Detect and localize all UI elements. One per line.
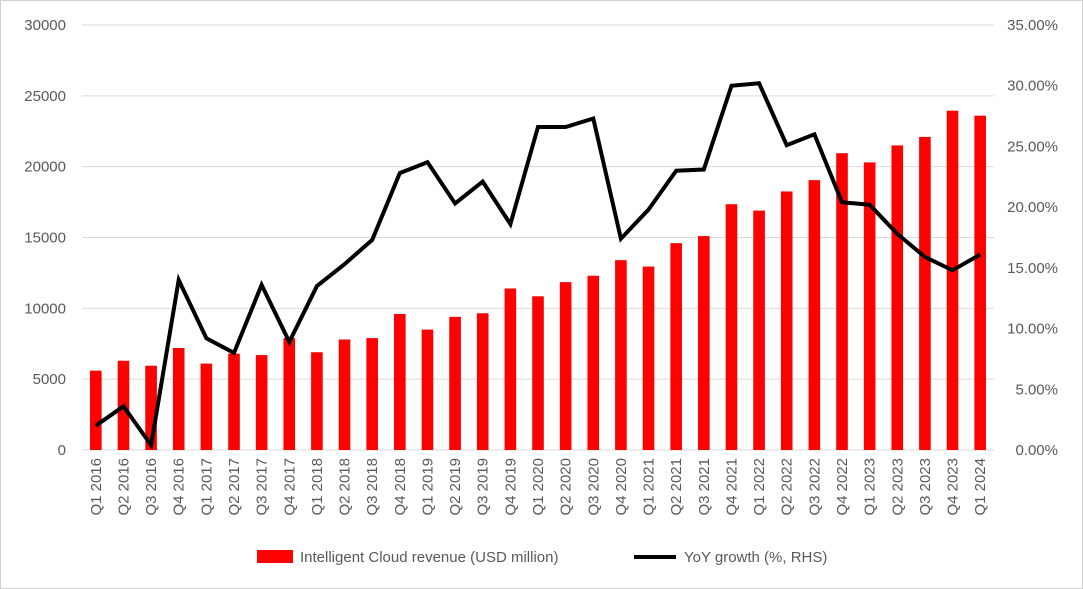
y-left-tick-label: 0 [58,442,66,459]
x-tick-label: Q3 2018 [364,458,381,516]
x-tick-label: Q1 2016 [88,458,105,516]
x-tick-label: Q3 2016 [143,458,160,516]
x-tick-label: Q1 2021 [641,458,658,516]
x-tick-label: Q4 2023 [945,458,962,516]
x-tick-label: Q4 2021 [723,458,740,516]
revenue-bar [366,338,378,450]
x-tick-label: Q4 2017 [281,458,298,516]
revenue-bar [311,352,323,450]
x-tick-label: Q3 2019 [475,458,492,516]
legend-label-growth: YoY growth (%, RHS) [684,549,827,566]
x-tick-label: Q4 2018 [392,458,409,516]
revenue-bar [891,145,904,450]
y-right-tick-label: 10.00% [1007,321,1058,338]
x-tick-label: Q2 2018 [337,458,354,516]
growth-line [94,81,982,451]
x-axis: Q1 2016 Q2 2016 Q3 2016 Q4 2016 Q1 2017 Q2 20… [88,458,989,516]
revenue-bar [615,260,627,450]
x-tick-label: Q1 2023 [862,458,879,516]
y-left-tick-label: 30000 [24,17,66,34]
revenue-bar [836,153,848,451]
x-tick-label: Q2 2021 [668,458,685,516]
revenue-bar [863,162,876,450]
y-right-tick-label: 20.00% [1007,199,1058,216]
revenue-bar [974,115,986,451]
revenue-bar [532,296,544,450]
revenue-bar [449,316,461,450]
line-series [94,81,982,451]
x-tick-label: Q3 2020 [585,458,602,516]
revenue-bar [394,314,406,450]
x-tick-label: Q2 2020 [558,458,575,516]
revenue-bar [283,338,296,450]
x-tick-label: Q2 2016 [115,458,132,516]
x-tick-label: Q4 2022 [834,458,851,516]
legend-swatch-revenue [257,550,293,563]
x-tick-label: Q3 2022 [806,458,823,516]
x-tick-label: Q4 2019 [502,458,519,516]
revenue-bar [919,136,931,450]
x-tick-label: Q2 2017 [226,458,243,516]
revenue-bar [255,355,268,450]
y-left-tick-label: 5000 [33,371,66,388]
x-tick-label: Q1 2022 [751,458,768,516]
y-left-tick-label: 25000 [24,88,66,105]
revenue-bar [753,210,765,450]
y-axis-right: 0.00% 5.00% 10.00% 15.00% 20.00% 25.00% 30.00%… [1007,17,1058,459]
revenue-bar [559,282,572,450]
revenue-bar [338,339,351,450]
revenue-bar [725,204,738,450]
y-left-tick-label: 10000 [24,300,66,317]
x-tick-label: Q1 2017 [198,458,215,516]
revenue-bar [808,180,821,450]
y-left-tick-label: 20000 [24,159,66,176]
x-tick-label: Q1 2024 [972,458,989,516]
x-tick-label: Q3 2021 [696,458,713,516]
y-right-tick-label: 35.00% [1007,17,1058,34]
x-tick-label: Q4 2016 [171,458,188,516]
x-tick-label: Q1 2018 [309,458,326,516]
bar-series [90,110,986,451]
revenue-bar [946,110,959,450]
revenue-bar [172,348,185,450]
revenue-bar [504,288,517,450]
y-right-tick-label: 5.00% [1015,381,1058,398]
y-axis-left: 0 5000 10000 15000 20000 25000 30000 [24,17,66,459]
y-right-tick-label: 0.00% [1015,442,1058,459]
revenue-bar [200,363,213,450]
revenue-bar [780,191,793,451]
x-tick-label: Q2 2019 [447,458,464,516]
revenue-bar [476,313,489,450]
x-tick-label: Q2 2023 [889,458,906,516]
revenue-bar [421,329,434,450]
revenue-bar [587,275,600,450]
y-right-tick-label: 30.00% [1007,78,1058,95]
x-tick-label: Q1 2020 [530,458,547,516]
revenue-bar [90,370,102,450]
revenue-bar [642,266,655,450]
revenue-bar [698,236,710,450]
x-tick-label: Q4 2020 [613,458,630,516]
revenue-bar [670,243,682,450]
y-right-tick-label: 15.00% [1007,260,1058,277]
y-left-tick-label: 15000 [24,230,66,247]
legend-label-revenue: Intelligent Cloud revenue (USD million) [300,549,558,566]
y-right-tick-label: 25.00% [1007,138,1058,155]
revenue-bar [145,365,157,450]
legend: Intelligent Cloud revenue (USD million) … [257,549,827,566]
x-tick-label: Q1 2019 [419,458,436,516]
x-tick-label: Q3 2023 [917,458,934,516]
revenue-bar [228,353,240,450]
x-tick-label: Q2 2022 [779,458,796,516]
x-tick-label: Q3 2017 [254,458,271,516]
